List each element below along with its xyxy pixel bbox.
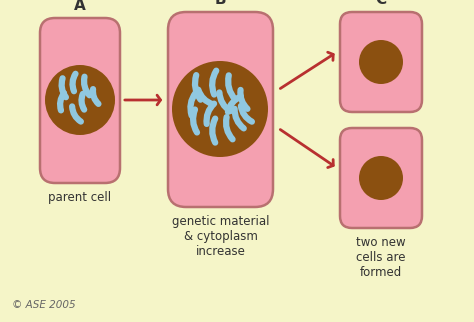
Text: two new
cells are
formed: two new cells are formed — [356, 236, 406, 279]
Text: C: C — [375, 0, 387, 7]
FancyBboxPatch shape — [340, 12, 422, 112]
FancyBboxPatch shape — [340, 128, 422, 228]
FancyBboxPatch shape — [168, 12, 273, 207]
Circle shape — [359, 40, 403, 84]
Text: parent cell: parent cell — [48, 191, 111, 204]
Circle shape — [172, 61, 268, 157]
Text: genetic material
& cytoplasm
increase: genetic material & cytoplasm increase — [172, 215, 269, 258]
Circle shape — [359, 156, 403, 200]
Text: A: A — [74, 0, 86, 13]
Text: B: B — [215, 0, 226, 7]
Circle shape — [45, 65, 115, 135]
Text: © ASE 2005: © ASE 2005 — [12, 300, 76, 310]
FancyBboxPatch shape — [40, 18, 120, 183]
